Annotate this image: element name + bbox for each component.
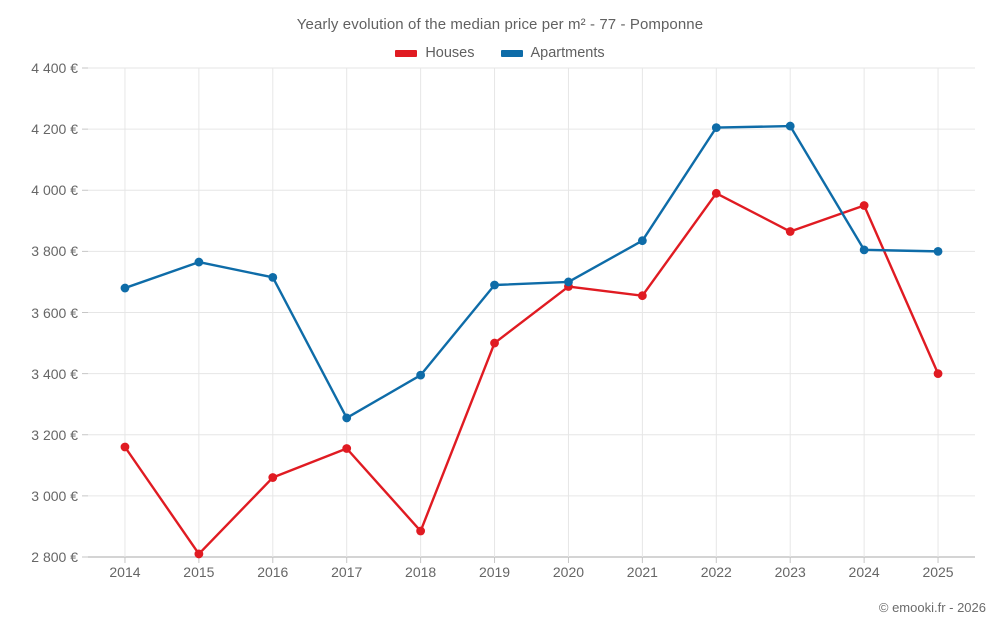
data-point-houses-2024[interactable] bbox=[859, 201, 869, 210]
legend-label-apartments: Apartments bbox=[530, 45, 605, 61]
y-axis-tick-label: 3 800 € bbox=[31, 243, 78, 260]
x-axis-tick-label: 2016 bbox=[257, 564, 289, 580]
data-point-apartments-2018[interactable] bbox=[416, 370, 426, 380]
legend-swatch-houses bbox=[395, 49, 418, 57]
legend-item-houses[interactable]: Houses bbox=[395, 45, 475, 61]
y-axis-tick-label: 3 400 € bbox=[31, 365, 78, 382]
x-axis-tick-label: 2021 bbox=[626, 564, 658, 580]
y-axis-tick-label: 4 400 € bbox=[31, 60, 78, 76]
data-point-apartments-2023[interactable] bbox=[785, 121, 795, 131]
x-axis-tick-label: 2022 bbox=[700, 564, 732, 580]
data-point-houses-2017[interactable] bbox=[342, 444, 352, 453]
series-line-apartments bbox=[123, 124, 940, 420]
data-point-apartments-2019[interactable] bbox=[490, 280, 499, 290]
data-point-houses-2025[interactable] bbox=[933, 369, 943, 379]
x-axis-tick-label: 2017 bbox=[331, 564, 363, 580]
data-point-houses-2019[interactable] bbox=[490, 338, 499, 348]
data-point-apartments-2024[interactable] bbox=[859, 245, 869, 255]
x-axis-tick-label: 2023 bbox=[774, 564, 806, 580]
data-point-houses-2016[interactable] bbox=[268, 473, 278, 482]
data-point-apartments-2015[interactable] bbox=[194, 257, 204, 267]
x-axis-tick-label: 2014 bbox=[109, 564, 141, 580]
y-axis: 2 800 € 3 000 € 3 200 € 3 400 € 3 600 € 3 800… bbox=[0, 0, 78, 625]
x-axis-tick-label: 2018 bbox=[405, 564, 437, 580]
data-point-apartments-2017[interactable] bbox=[342, 413, 352, 423]
legend-label-houses: Houses bbox=[425, 45, 475, 61]
chart-legend: Houses Apartments bbox=[0, 45, 1000, 61]
data-point-houses-2021[interactable] bbox=[637, 291, 647, 301]
x-axis-tick-label: 2024 bbox=[848, 564, 880, 580]
y-axis-tick-label: 3 600 € bbox=[31, 304, 78, 321]
data-point-houses-2014[interactable] bbox=[120, 442, 130, 452]
data-point-apartments-2021[interactable] bbox=[637, 236, 647, 246]
data-point-houses-2018[interactable] bbox=[416, 526, 426, 536]
data-point-apartments-2014[interactable] bbox=[120, 283, 130, 293]
data-point-houses-2023[interactable] bbox=[785, 227, 795, 236]
data-point-apartments-2020[interactable] bbox=[564, 277, 573, 287]
y-axis-tick-label: 4 200 € bbox=[31, 121, 78, 138]
data-point-apartments-2025[interactable] bbox=[933, 246, 943, 256]
legend-swatch-apartments bbox=[500, 49, 523, 57]
data-point-houses-2015[interactable] bbox=[194, 549, 204, 559]
y-axis-tick-label: 2 800 € bbox=[31, 549, 78, 565]
y-axis-tick-label: 4 000 € bbox=[31, 182, 78, 199]
y-axis-tick-label: 3 000 € bbox=[31, 487, 78, 504]
x-axis-tick-label: 2015 bbox=[183, 564, 215, 580]
series-line-houses bbox=[123, 192, 940, 556]
x-axis-tick-label: 2019 bbox=[478, 564, 511, 580]
chart-title: Yearly evolution of the median price per… bbox=[296, 16, 704, 33]
data-point-apartments-2016[interactable] bbox=[268, 272, 278, 282]
x-axis-tick-label: 2020 bbox=[552, 564, 585, 580]
data-point-houses-2022[interactable] bbox=[711, 188, 721, 198]
data-point-apartments-2022[interactable] bbox=[711, 123, 721, 132]
x-axis-tick-label: 2025 bbox=[922, 564, 954, 580]
copyright-credit: © emooki.fr - 2026 bbox=[878, 600, 986, 615]
legend-item-apartments[interactable]: Apartments bbox=[500, 45, 605, 61]
y-axis-tick-label: 3 200 € bbox=[31, 426, 78, 443]
